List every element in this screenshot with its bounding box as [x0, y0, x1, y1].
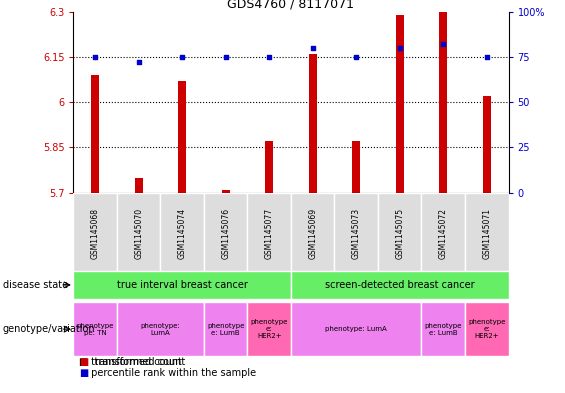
Title: GDS4760 / 8117071: GDS4760 / 8117071	[228, 0, 354, 11]
Point	[351, 54, 361, 60]
Bar	[334, 193, 378, 275]
Bar	[160, 193, 204, 275]
Bar	[291, 271, 508, 299]
Point	[308, 45, 318, 51]
Text: GSM1145071: GSM1145071	[483, 208, 491, 259]
Point	[396, 45, 405, 51]
Text: GSM1145074: GSM1145074	[178, 208, 186, 259]
Text: phenotype:
LumA: phenotype: LumA	[141, 323, 180, 336]
Text: true interval breast cancer: true interval breast cancer	[117, 280, 247, 290]
Bar	[440, 12, 447, 193]
Bar	[135, 178, 142, 193]
Bar	[266, 141, 273, 193]
Bar	[353, 141, 360, 193]
Bar	[73, 302, 117, 356]
Bar	[73, 271, 291, 299]
Text: phenotype: LumA: phenotype: LumA	[325, 326, 387, 332]
Text: disease state: disease state	[3, 280, 68, 290]
Point	[177, 54, 186, 60]
Bar	[465, 193, 508, 275]
Text: GSM1145070: GSM1145070	[134, 208, 143, 259]
Text: phenotype
e:
HER2+: phenotype e: HER2+	[468, 319, 506, 339]
Bar	[204, 302, 247, 356]
Bar	[291, 302, 421, 356]
Text: ■: ■	[79, 368, 88, 378]
Text: percentile rank within the sample: percentile rank within the sample	[88, 368, 256, 378]
Text: GSM1145072: GSM1145072	[439, 208, 447, 259]
Bar	[73, 193, 117, 275]
Text: GSM1145069: GSM1145069	[308, 208, 317, 259]
Point	[264, 54, 274, 60]
Text: screen-detected breast cancer: screen-detected breast cancer	[325, 280, 475, 290]
Bar	[421, 302, 465, 356]
Bar	[309, 54, 316, 193]
Text: phenotype
pe: TN: phenotype pe: TN	[76, 323, 114, 336]
Point	[90, 54, 100, 60]
Text: GSM1145077: GSM1145077	[265, 208, 273, 259]
Bar	[204, 193, 247, 275]
Bar	[179, 81, 186, 193]
Bar	[483, 96, 490, 193]
Point	[134, 59, 144, 66]
Bar	[247, 302, 291, 356]
Bar	[396, 15, 403, 193]
Text: GSM1145076: GSM1145076	[221, 208, 230, 259]
Point	[483, 54, 492, 60]
Text: genotype/variation: genotype/variation	[3, 324, 95, 334]
Text: transformed count: transformed count	[88, 356, 181, 367]
Bar	[421, 193, 465, 275]
Text: GSM1145068: GSM1145068	[91, 208, 99, 259]
Bar	[117, 302, 204, 356]
Point	[221, 54, 231, 60]
Text: phenotype
e: LumB: phenotype e: LumB	[424, 323, 462, 336]
Text: ■: ■	[79, 356, 88, 367]
Bar	[247, 193, 291, 275]
Bar	[117, 193, 160, 275]
Bar	[92, 75, 99, 193]
Bar	[465, 302, 508, 356]
Bar	[378, 193, 421, 275]
Bar	[222, 189, 229, 193]
Point	[438, 41, 447, 48]
Bar	[291, 193, 334, 275]
Text: phenotype
e:
HER2+: phenotype e: HER2+	[250, 319, 288, 339]
Text: GSM1145073: GSM1145073	[352, 208, 360, 259]
Text: GSM1145075: GSM1145075	[396, 208, 404, 259]
Text: phenotype
e: LumB: phenotype e: LumB	[207, 323, 245, 336]
Text: ■  transformed count: ■ transformed count	[79, 356, 185, 367]
